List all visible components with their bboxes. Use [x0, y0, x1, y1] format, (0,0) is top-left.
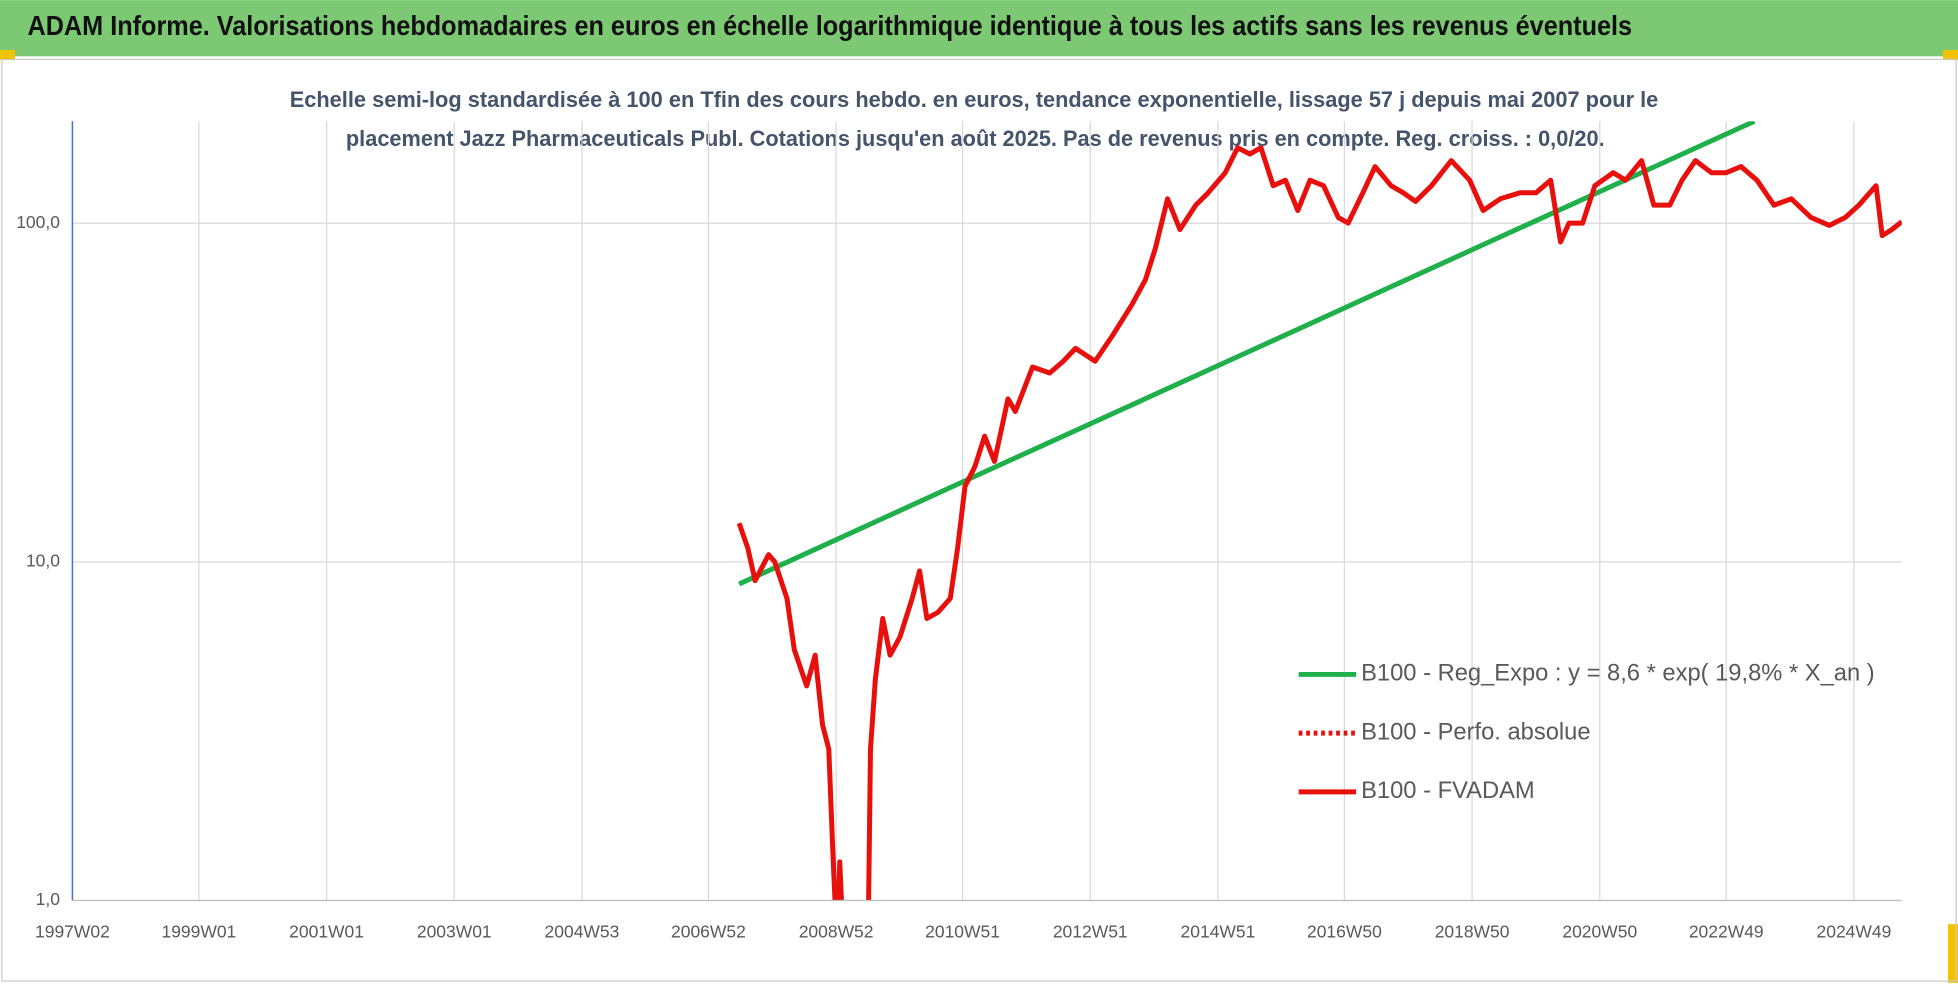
- series-line: [738, 121, 1756, 587]
- plot-area: [736, 121, 1902, 901]
- legend-label: B100 - FVADAM: [1361, 778, 1535, 804]
- series-line: [736, 145, 1902, 901]
- x-tick-label: 2020W50: [1562, 922, 1637, 942]
- x-tick-label: 2008W52: [799, 922, 874, 942]
- x-tick-label: 2024W49: [1817, 922, 1892, 942]
- x-tick-label: 2004W53: [545, 922, 620, 942]
- x-tick-label: 1997W02: [35, 922, 110, 942]
- x-tick-label: 2006W52: [671, 922, 746, 942]
- y-tick-label: 100,0: [16, 212, 60, 232]
- x-tick-label: 2016W50: [1307, 922, 1382, 942]
- chart-subtitle: placement Jazz Pharmaceuticals Publ. Cot…: [346, 126, 1605, 151]
- x-tick-label: 2003W01: [417, 922, 492, 942]
- x-tick-label: 2001W01: [289, 922, 364, 942]
- y-tick-label: 1,0: [36, 889, 61, 909]
- legend-label: B100 - Reg_Expo : y = 8,6 * exp( 19,8% *…: [1361, 661, 1875, 687]
- axes: 1997W02 1999W01 2001W01 2003W01 2004W53 2006W…: [16, 121, 1902, 942]
- chart-subtitle: Echelle semi-log standardisée à 100 en T…: [290, 87, 1659, 112]
- x-tick-label: 2022W49: [1689, 922, 1764, 942]
- x-tick-label: 1999W01: [161, 922, 236, 942]
- header-bar: [0, 0, 1958, 57]
- corner-marker: [1948, 924, 1958, 983]
- y-tick-label: 10,0: [26, 550, 60, 570]
- corner-marker: [1943, 50, 1958, 61]
- corner-marker: [0, 50, 15, 61]
- x-tick-label: 2018W50: [1435, 922, 1510, 942]
- x-tick-label: 2014W51: [1181, 922, 1256, 942]
- x-tick-label: 2012W51: [1053, 922, 1128, 942]
- x-tick-label: 2010W51: [925, 922, 1000, 942]
- chart-border: [1, 58, 1957, 982]
- chart-title: ADAM Informe. Valorisations hebdomadaire…: [27, 10, 1632, 41]
- legend-label: B100 - Perfo. absolue: [1361, 719, 1590, 745]
